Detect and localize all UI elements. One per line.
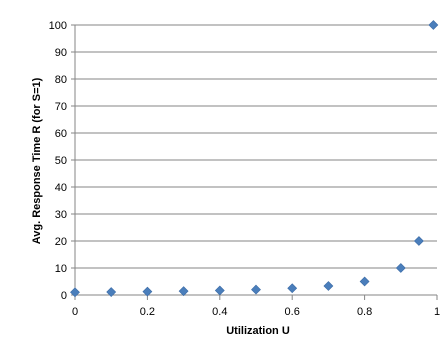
data-point-diamond (214, 285, 225, 296)
x-tick-label: 0.8 (357, 306, 372, 318)
data-point-diamond (395, 263, 406, 273)
y-tick-label: 40 (55, 182, 67, 194)
x-axis-title: Utilization U (226, 325, 290, 337)
x-tick-label: 0.4 (212, 306, 227, 318)
x-tick-label: 0.6 (285, 306, 300, 318)
y-tick-labels: 0 10 20 30 40 50 60 70 80 90 100 (49, 20, 67, 302)
y-axis-title: Avg. Response Time R (for S=1) (31, 77, 43, 244)
data-point-diamond (287, 283, 298, 294)
gridlines (75, 24, 437, 269)
y-tick-label: 20 (55, 236, 67, 248)
y-tick-label: 80 (55, 74, 67, 86)
data-point-diamond (70, 287, 80, 298)
y-tick-label: 70 (55, 101, 67, 113)
data-point-diamond (106, 287, 117, 297)
data-point-diamond (428, 20, 439, 30)
y-tick-label: 60 (55, 128, 67, 140)
x-tick-label: 0.2 (140, 306, 155, 318)
data-point-diamond (178, 286, 189, 297)
y-tick-label: 90 (55, 47, 67, 59)
x-tick-label: 1 (434, 306, 440, 318)
y-tick-label: 0 (61, 290, 67, 302)
y-tick-label: 50 (55, 155, 67, 167)
data-point-diamond (323, 281, 334, 291)
x-tick-labels: 0 0.2 0.4 0.6 0.8 1 (72, 306, 440, 318)
data-point-diamond (251, 284, 261, 295)
axes (71, 24, 438, 300)
x-tick-label: 0 (72, 306, 78, 318)
data-points (70, 20, 439, 298)
data-point-diamond (413, 236, 424, 246)
y-tick-label: 10 (55, 263, 67, 275)
y-tick-label: 30 (55, 209, 67, 221)
data-point-diamond (359, 276, 370, 287)
data-point-diamond (142, 286, 153, 297)
y-tick-label: 100 (49, 20, 67, 32)
